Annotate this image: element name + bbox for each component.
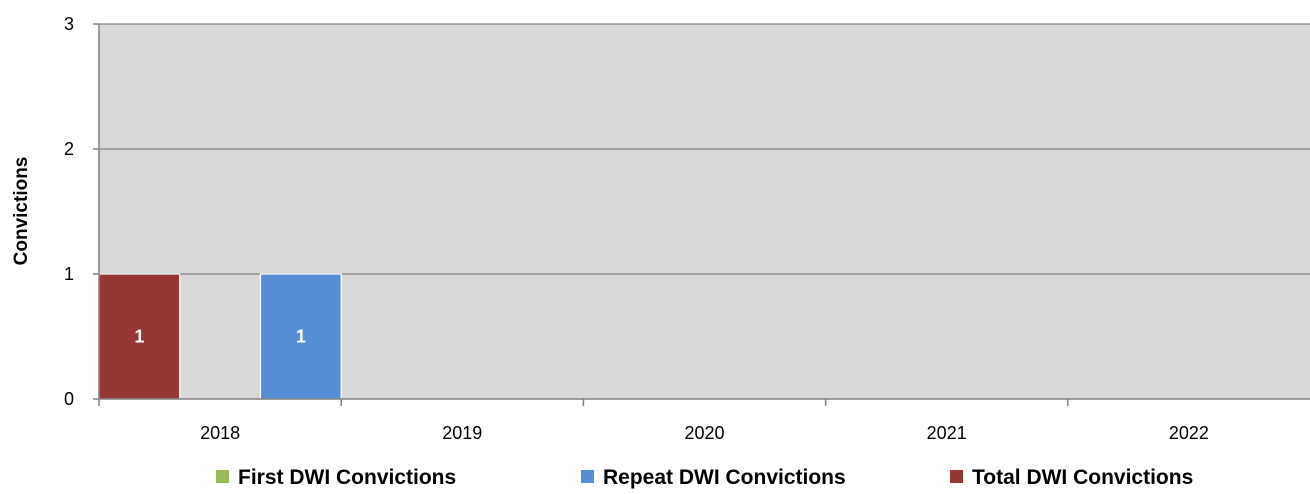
legend-label: Total DWI Convictions <box>972 466 1193 489</box>
y-ticks: 0 1 2 3 <box>64 14 99 409</box>
y-axis-title: Convictions <box>11 157 32 266</box>
x-tick-label: 2021 <box>927 423 967 443</box>
y-tick-label: 0 <box>64 389 74 409</box>
legend-label: First DWI Convictions <box>238 466 456 489</box>
x-tick-label: 2020 <box>684 423 724 443</box>
legend-swatch <box>581 470 594 483</box>
bars <box>98 273 342 400</box>
data-label: 1 <box>134 327 144 347</box>
y-tick-label: 1 <box>64 264 74 284</box>
x-tick-label: 2018 <box>200 423 240 443</box>
x-ticks: 2018 2019 2020 2021 2022 <box>98 399 1209 443</box>
legend-label: Repeat DWI Convictions <box>603 466 846 489</box>
legend-swatch <box>216 470 229 483</box>
y-tick-label: 3 <box>64 14 74 34</box>
bar <box>259 273 342 400</box>
data-label: 1 <box>296 327 306 347</box>
legend-swatch <box>950 470 963 483</box>
legend: First DWI Convictions Repeat DWI Convicti… <box>216 466 1193 489</box>
x-tick-label: 2019 <box>442 423 482 443</box>
x-tick-label: 2022 <box>1169 423 1209 443</box>
y-tick-label: 2 <box>64 139 74 159</box>
